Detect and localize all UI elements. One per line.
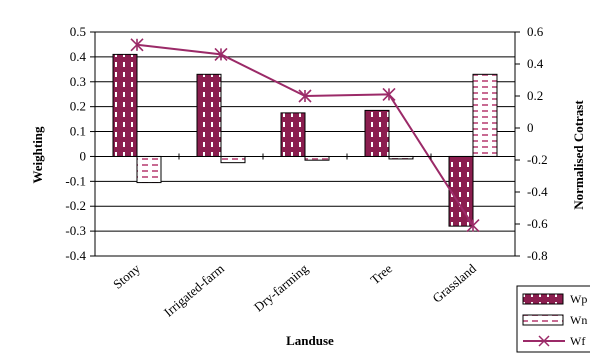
legend-label-wn: Wn [570,313,587,327]
legend: Wp Wn Wf [516,285,590,353]
y-tick-label-4: 0.1 [70,124,86,139]
y-tick-label-9: -0.4 [65,248,86,263]
bar-wp-2 [280,112,306,157]
y-tick-label-0: 0.5 [70,24,86,39]
marker-wf-4 [466,219,480,233]
x-axis-title: Landuse [286,333,334,348]
bar-wn-0 [136,155,162,184]
legend-marker-wf-b [538,335,550,347]
marker-wf-0 [130,38,144,52]
y2-tick-label-0: 0.6 [527,24,544,39]
y-tick-label-5: 0 [80,148,87,163]
y-tick-label-8: -0.3 [65,223,86,238]
bar-wp-3 [364,109,390,157]
bars-layer [112,53,498,227]
legend-swatch-wp [522,293,564,305]
category-label-0: Stony [110,260,143,291]
bar-wn-1 [220,155,246,164]
y2-tick-label-1: 0.4 [527,56,544,71]
bar-wn-2 [304,155,330,161]
bar-wn-4 [472,73,498,157]
category-label-4: Grassland [429,260,479,305]
y-tick-label-2: 0.3 [70,74,86,89]
bar-wp-4 [448,155,474,227]
labels-layer: Stony Irrigated-farm Dry-farming Tree Grassl… [110,260,479,319]
legend-swatch-wn [522,314,564,326]
category-label-2: Dry-farming [251,260,311,314]
marker-wf-1 [214,47,228,61]
y2-tick-label-2: 0.2 [527,88,543,103]
y-tick-label-1: 0.4 [70,49,87,64]
y2-tick-label-5: -0.4 [527,184,548,199]
marker-wf-3 [382,87,396,101]
marker-wf-2 [298,89,312,103]
y-tick-label-7: -0.2 [65,198,86,213]
y2-axis-title: Normalised Cotrast [571,100,586,210]
line-layer [130,38,480,233]
y-tick-label-6: -0.1 [65,173,86,188]
y2-tick-label-7: -0.8 [527,248,548,263]
y2-tick-label-4: -0.2 [527,152,548,167]
y-axis-title: Weighting [30,126,45,184]
axes-layer: 0.5 0.4 0.3 0.2 0.1 0 -0.1 -0.2 -0.3 -0.4 0.6 0.4 0.… [65,24,548,263]
bar-wp-1 [196,73,222,157]
category-label-1: Irrigated-farm [161,261,227,320]
legend-label-wf: Wf [570,334,585,348]
category-label-3: Tree [367,261,395,288]
bar-wp-0 [112,53,138,157]
y2-tick-label-6: -0.6 [527,216,548,231]
y-tick-label-3: 0.2 [70,99,86,114]
legend-label-wp: Wp [570,292,587,306]
y2-tick-label-3: 0 [527,120,534,135]
